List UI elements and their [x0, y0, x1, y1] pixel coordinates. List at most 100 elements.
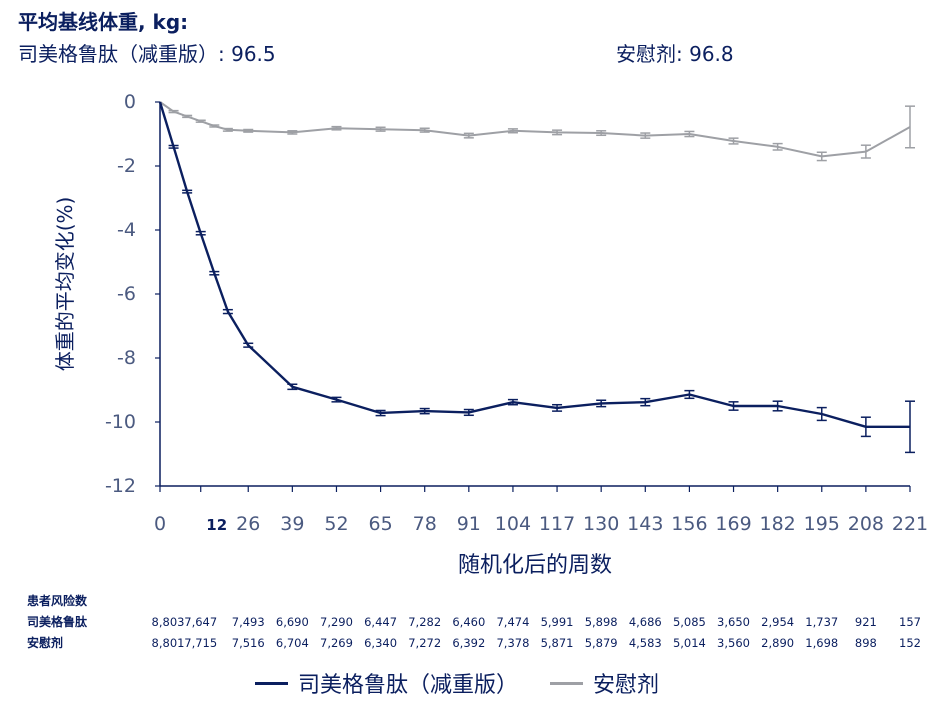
risk-cell: 7,290	[320, 615, 353, 629]
risk-cell: 5,014	[673, 636, 706, 650]
x-tick-label-10: 130	[583, 513, 619, 535]
error-bar	[684, 389, 695, 400]
error-bar	[195, 230, 206, 236]
risk-cell: 6,447	[364, 615, 397, 629]
legend: 司美格鲁肽（减重版） 安慰剂	[255, 667, 659, 699]
error-bar	[772, 142, 783, 151]
risk-cell: 7,474	[496, 615, 529, 629]
error-bar	[287, 130, 298, 135]
y-tick-label-0: 0	[124, 91, 136, 113]
error-bar	[375, 409, 386, 417]
error-bar	[168, 109, 179, 114]
error-bar	[816, 406, 827, 422]
error-bar	[552, 129, 563, 136]
error-bar	[168, 144, 179, 149]
risk-cell: 4,686	[629, 615, 662, 629]
risk-cell: 1,737	[805, 615, 838, 629]
x-tick-label-0: 0	[154, 513, 166, 535]
risk-cell: 6,704	[276, 636, 309, 650]
risk-cell: 1,698	[805, 636, 838, 650]
x-tick-label-5: 65	[368, 513, 392, 535]
x-tick-label-8: 104	[495, 513, 531, 535]
error-bar	[905, 400, 915, 454]
error-bar	[419, 407, 430, 415]
x-tick-label-16: 208	[848, 513, 884, 535]
x-tick-label-4: 52	[324, 513, 348, 535]
risk-table: 司美格鲁肽 8,803 7,647 7,493 6,690 7,290 6,447 7,282…	[27, 614, 921, 650]
risk-row-label-placebo: 安慰剂	[27, 635, 63, 650]
risk-cell: 7,647	[184, 615, 217, 629]
risk-cell: 5,085	[673, 615, 706, 629]
risk-cell: 5,991	[541, 615, 574, 629]
y-tick-label-3: -6	[117, 283, 136, 305]
risk-cell: 7,378	[496, 636, 529, 650]
error-bar	[728, 401, 739, 411]
y-tick-label-4: -8	[117, 347, 136, 369]
legend-label-semaglutide: 司美格鲁肽（减重版）	[298, 673, 519, 698]
x-tick-label-13: 169	[715, 513, 751, 535]
risk-cell: 157	[899, 615, 921, 629]
series-layer	[158, 101, 915, 454]
error-bar	[331, 125, 342, 131]
error-bar	[728, 137, 739, 145]
placebo-baseline: 安慰剂: 96.8	[616, 42, 734, 66]
error-bar	[507, 128, 518, 134]
x-tick-label-9: 117	[539, 513, 575, 535]
error-bar	[243, 128, 254, 133]
x-tick-label-3: 39	[280, 513, 304, 535]
error-bar	[507, 398, 518, 406]
error-bar	[640, 132, 651, 139]
legend-label-placebo: 安慰剂	[593, 673, 660, 698]
error-bar	[860, 144, 871, 159]
series-line-placebo	[159, 101, 911, 158]
risk-cell: 6,392	[452, 636, 485, 650]
risk-cell: 7,715	[184, 636, 217, 650]
risk-cell: 8,801	[152, 636, 185, 650]
error-bar	[195, 119, 206, 123]
risk-cell: 6,690	[276, 615, 309, 629]
y-tick-label-6: -12	[105, 475, 136, 497]
risk-cell: 7,282	[408, 615, 441, 629]
risk-cell: 6,340	[364, 636, 397, 650]
axis-layer: 0 -2 -4 -6 -8 -10 -12 0 12 26 39 52 65 78 91 104 117 130 1…	[53, 91, 928, 578]
error-bar	[552, 403, 563, 412]
x-tick-label-17: 221	[892, 513, 928, 535]
x-tick-label-1: 12	[206, 516, 227, 534]
risk-cell: 7,272	[408, 636, 441, 650]
risk-cell: 8,803	[152, 615, 185, 629]
risk-cell: 152	[899, 636, 921, 650]
risk-cell: 5,898	[585, 615, 618, 629]
risk-table-title: 患者风险数	[27, 594, 88, 608]
series-semaglutide	[158, 101, 915, 454]
x-tick-label-2: 26	[236, 513, 260, 535]
x-tick-label-7: 91	[457, 513, 481, 535]
legend-swatch-semaglutide	[255, 681, 288, 685]
error-bar	[222, 127, 233, 132]
error-bar	[287, 383, 298, 391]
error-bar	[816, 151, 827, 162]
error-bar	[331, 396, 342, 403]
risk-cell: 2,954	[761, 615, 794, 629]
error-bar	[684, 130, 695, 138]
error-bar	[640, 397, 651, 407]
risk-cell: 2,890	[761, 636, 794, 650]
error-bar	[209, 124, 220, 128]
error-bar	[860, 416, 871, 438]
error-bar	[596, 130, 607, 137]
error-bar	[905, 105, 915, 149]
x-tick-label-14: 182	[760, 513, 796, 535]
x-tick-label-6: 78	[413, 513, 437, 535]
error-bar	[463, 132, 474, 139]
risk-cell: 4,583	[629, 636, 662, 650]
error-bar	[243, 342, 254, 348]
y-tick-label-1: -2	[117, 155, 136, 177]
legend-swatch-placebo	[550, 681, 584, 685]
y-tick-label-5: -10	[105, 411, 136, 433]
x-tick-label-12: 156	[671, 513, 707, 535]
error-bar	[375, 126, 386, 132]
series-line-semaglutide	[158, 101, 910, 428]
legend-item-semaglutide: 司美格鲁肽（减重版）	[255, 667, 518, 699]
risk-cell: 5,871	[541, 636, 574, 650]
